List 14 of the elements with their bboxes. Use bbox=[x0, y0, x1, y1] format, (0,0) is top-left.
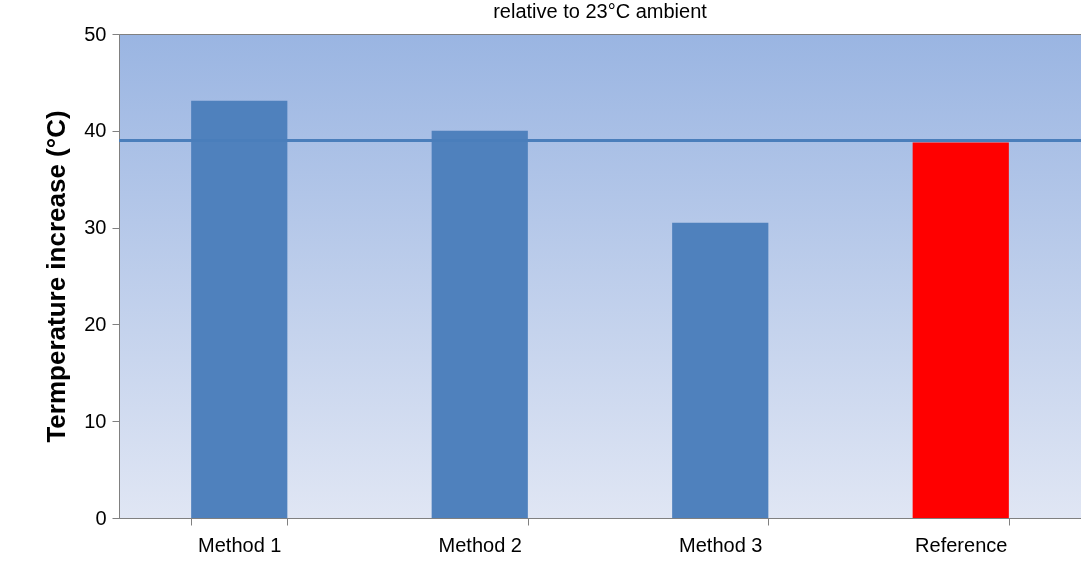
y-tick-label: 10 bbox=[84, 409, 107, 432]
y-tick-label: 40 bbox=[84, 119, 107, 142]
y-tick-label: 50 bbox=[84, 22, 107, 45]
bar bbox=[912, 142, 1009, 518]
y-tick-label: 30 bbox=[84, 216, 107, 239]
y-tick-label: 20 bbox=[84, 312, 107, 335]
y-tick-label: 0 bbox=[95, 506, 107, 529]
bar bbox=[672, 222, 769, 518]
x-tick-label: Reference bbox=[915, 533, 1008, 556]
x-tick-label: Method 1 bbox=[198, 533, 282, 556]
x-tick-label: Method 2 bbox=[438, 533, 522, 556]
chart-title: relative to 23°C ambient bbox=[493, 0, 708, 22]
y-axis-title: Termperature increase (°C) bbox=[41, 110, 72, 443]
x-tick-label: Method 3 bbox=[679, 533, 763, 556]
